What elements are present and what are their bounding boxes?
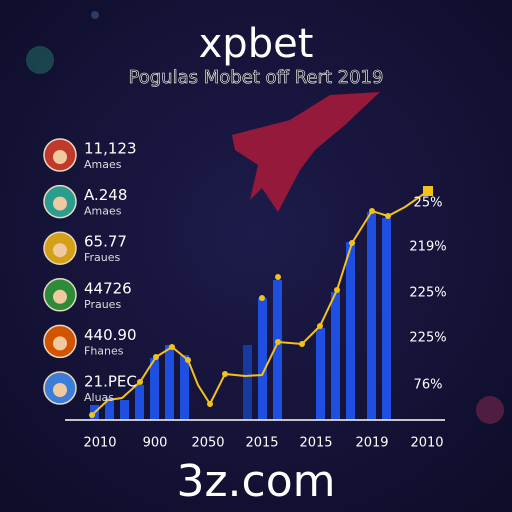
right-label: 76% xyxy=(414,378,443,393)
bokeh xyxy=(26,46,54,74)
list-label: Fhanes xyxy=(84,344,124,357)
avatar-face xyxy=(53,336,67,351)
x-label: 2050 xyxy=(191,436,224,451)
list-label: Fraues xyxy=(84,251,121,264)
x-label: 900 xyxy=(143,436,168,451)
right-label: 225% xyxy=(409,331,446,346)
right-label: 225% xyxy=(409,286,446,301)
list-value: 21.PEC xyxy=(84,373,137,391)
trend-dots xyxy=(89,186,433,418)
list-value: 65.77 xyxy=(84,233,127,251)
list-label: Amaes xyxy=(84,205,122,218)
avatar-face xyxy=(53,243,67,258)
x-label: 2015 xyxy=(245,436,278,451)
footer: 3z.com xyxy=(176,456,335,507)
bird-icon xyxy=(232,92,380,212)
avatar-face xyxy=(53,289,67,304)
list-value: 11,123 xyxy=(84,140,137,158)
bars xyxy=(90,212,391,420)
avatar-face xyxy=(53,150,67,164)
list-label: Amaes xyxy=(84,158,122,171)
list-value: 44726 xyxy=(84,279,132,297)
trend-line xyxy=(91,190,429,416)
right-label: 219% xyxy=(409,240,446,255)
list-value: A.248 xyxy=(84,186,127,204)
right-label: 25% xyxy=(414,196,443,211)
x-label: 2010 xyxy=(83,436,116,451)
list-value: 440.90 xyxy=(84,326,137,344)
bokeh xyxy=(91,11,99,19)
title: xpbet xyxy=(199,21,314,67)
avatar-face xyxy=(53,196,67,211)
list-label: Aluas xyxy=(84,391,114,404)
x-label: 2015 xyxy=(299,436,332,451)
list-label: Praues xyxy=(84,298,121,311)
avatar-face xyxy=(53,383,67,397)
x-label: 2019 xyxy=(355,436,388,451)
bokeh xyxy=(476,396,504,424)
x-label: 2010 xyxy=(410,436,443,451)
subtitle: Pogulas Mobet off Rert 2019 xyxy=(129,67,384,88)
